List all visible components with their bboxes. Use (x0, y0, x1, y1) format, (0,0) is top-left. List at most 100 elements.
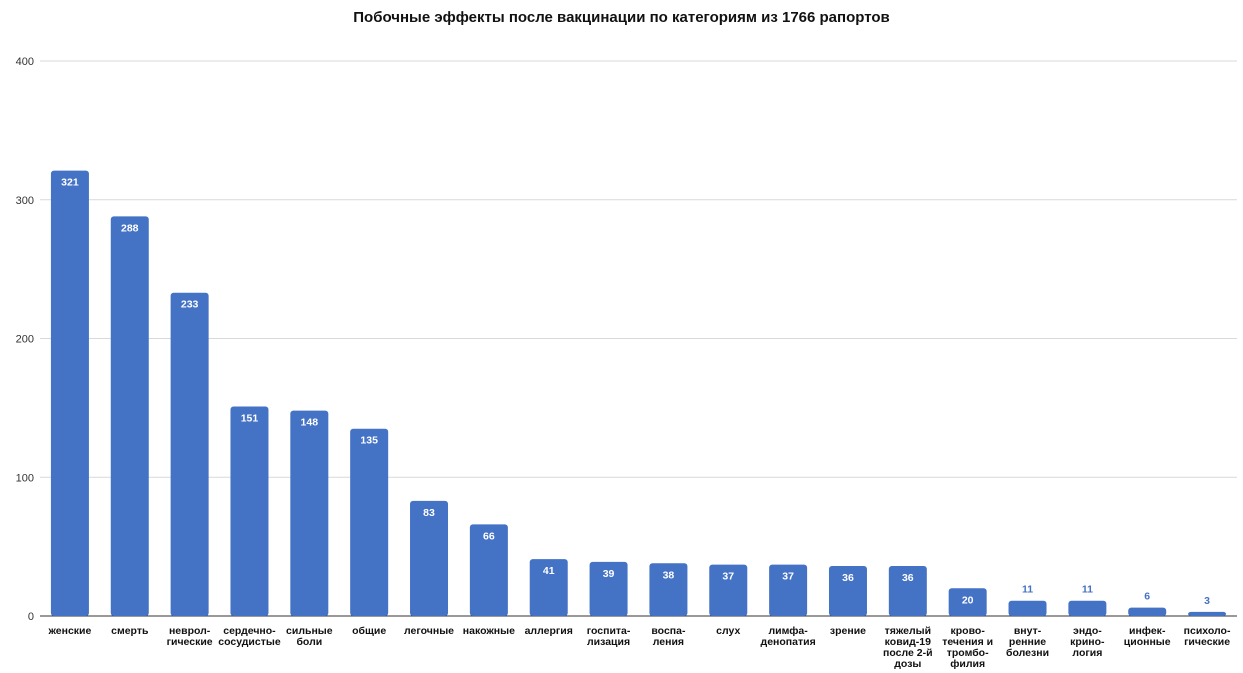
x-tick-label-line: зрение (830, 625, 866, 637)
x-tick-label: лимфа-денопатия (761, 625, 816, 648)
x-tick-label-line: внут- (1014, 625, 1042, 637)
bar (1188, 611, 1227, 616)
x-tick-label-line: ления (653, 636, 684, 648)
bar (769, 564, 808, 616)
x-tick-label: слух (716, 625, 740, 637)
x-tick-label-line: госпита- (587, 625, 631, 637)
data-label: 321 (61, 177, 79, 189)
x-tick-label-line: неврол- (169, 625, 211, 637)
data-label: 66 (483, 530, 495, 542)
x-tick-label-line: смерть (111, 625, 149, 637)
x-tick-label-line: дозы (894, 658, 921, 670)
x-tick-label-line: сердечно- (223, 625, 276, 637)
bar (290, 410, 329, 616)
data-label: 151 (241, 412, 259, 424)
data-label: 36 (902, 572, 914, 584)
bar (350, 428, 389, 616)
bar (529, 559, 568, 616)
x-tick-label-line: крово- (951, 625, 986, 637)
bar (1008, 600, 1047, 616)
x-tick-label-line: течения и (942, 636, 993, 648)
x-tick-label-line: женские (47, 625, 91, 637)
x-tick-label: накожные (463, 625, 515, 637)
bar (828, 566, 867, 616)
bar (410, 500, 449, 616)
bar (709, 564, 748, 616)
bar (230, 406, 269, 616)
x-tick-label-line: воспа- (651, 625, 686, 637)
data-label: 36 (842, 572, 854, 584)
x-axis-ticks: женские смерть неврол-гическиесердечно-сос… (47, 625, 1231, 670)
x-tick-label-line: психоло- (1184, 625, 1231, 637)
x-tick-label-line: общие (352, 625, 386, 637)
x-tick-label-line: боли (296, 636, 322, 648)
x-tick-label-line: тяжелый (885, 625, 932, 637)
y-tick-label: 200 (16, 334, 34, 346)
x-tick-label-line: накожные (463, 625, 515, 637)
x-tick-label: неврол-гические (167, 625, 213, 648)
x-tick-label: легочные (404, 625, 454, 637)
bar (170, 292, 209, 616)
data-label: 37 (782, 571, 794, 583)
data-label: 11 (1022, 584, 1033, 596)
bar (888, 566, 927, 616)
bar (1128, 607, 1167, 616)
bar (649, 563, 688, 616)
bar (948, 588, 987, 616)
chart-title: Побочные эффекты после вакцинации по кат… (353, 9, 890, 26)
x-tick-label-line: ковид-19 (885, 636, 931, 648)
x-tick-label-line: филия (950, 658, 985, 670)
x-tick-label-line: эндо- (1073, 625, 1102, 637)
bar (50, 170, 89, 617)
data-label: 37 (722, 571, 734, 583)
data-label: 135 (360, 435, 378, 447)
bar (110, 216, 149, 616)
y-tick-label: 100 (16, 472, 34, 484)
data-label: 288 (121, 222, 139, 234)
data-label: 41 (543, 565, 555, 577)
x-tick-label-line: гические (1184, 636, 1230, 648)
x-tick-label-line: легочные (404, 625, 454, 637)
data-label: 39 (603, 568, 615, 580)
x-tick-label-line: после 2-й (883, 647, 933, 659)
x-tick-label: сердечно-сосудистые (218, 625, 281, 648)
x-tick-label: зрение (830, 625, 866, 637)
x-tick-label-line: ционные (1124, 636, 1171, 648)
data-label: 6 (1144, 591, 1150, 603)
data-label: 233 (181, 299, 199, 311)
x-tick-label-line: гические (167, 636, 213, 648)
x-tick-label-line: аллергия (525, 625, 573, 637)
x-tick-label-line: крино- (1070, 636, 1105, 648)
x-tick-label: аллергия (525, 625, 573, 637)
data-label: 11 (1082, 584, 1093, 596)
x-tick-label: общие (352, 625, 386, 637)
x-tick-label-line: тромбо- (947, 647, 989, 659)
x-tick-label-line: слух (716, 625, 740, 637)
x-tick-label: женские (47, 625, 91, 637)
y-axis-ticks: 0 100 200 300 400 (16, 56, 34, 623)
bar (589, 561, 628, 616)
x-tick-label-line: ренние (1009, 636, 1046, 648)
x-tick-label-line: инфек- (1129, 625, 1166, 637)
gridlines (40, 60, 1237, 617)
x-tick-label: воспа-ления (651, 625, 686, 648)
y-tick-label: 300 (16, 195, 34, 207)
x-tick-label: эндо-крино-логия (1070, 625, 1105, 659)
x-tick-label-line: сильные (286, 625, 333, 637)
x-tick-label-line: сосудистые (218, 636, 281, 648)
bar (1068, 600, 1107, 616)
x-tick-label: инфек-ционные (1124, 625, 1171, 648)
x-tick-label-line: логия (1072, 647, 1102, 659)
bar (469, 524, 508, 616)
bars (50, 170, 1227, 617)
data-label: 38 (663, 569, 675, 581)
x-tick-label: госпита-лизация (587, 625, 631, 648)
x-tick-label-line: болезни (1006, 647, 1049, 659)
y-tick-label: 0 (28, 611, 34, 623)
data-label: 148 (301, 417, 319, 429)
